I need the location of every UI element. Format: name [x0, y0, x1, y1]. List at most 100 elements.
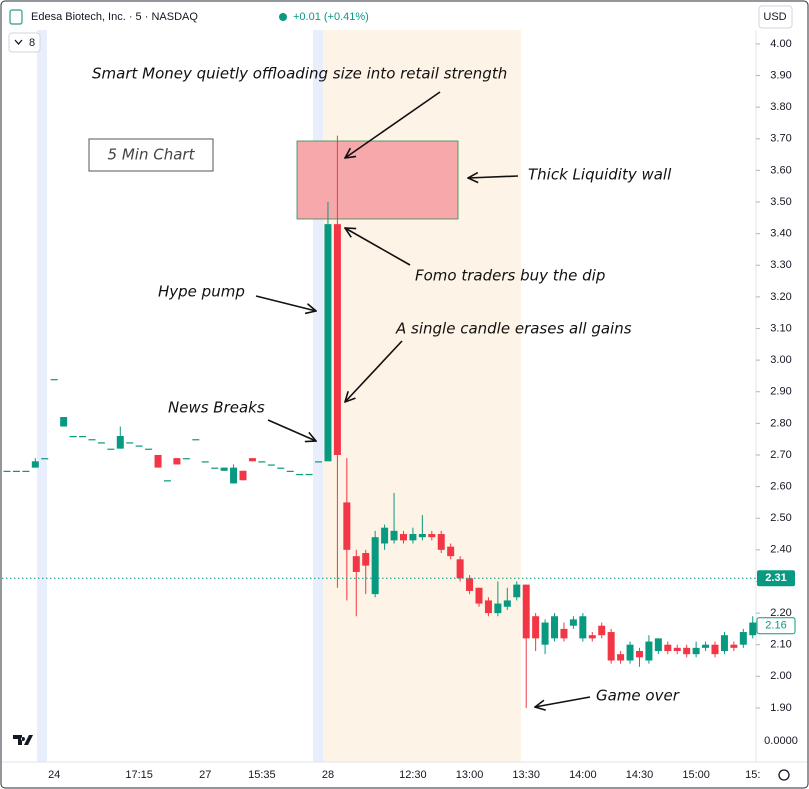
- y-tick-label: 3.30: [770, 259, 791, 271]
- candle-body: [513, 584, 521, 598]
- y-tick-label: 4.00: [770, 38, 791, 50]
- candle-body: [192, 439, 200, 441]
- candle-body: [182, 458, 190, 460]
- symbol-title[interactable]: Edesa Biotech, Inc. · 5 · NASDAQ: [31, 11, 198, 23]
- annotation: Thick Liquidity wall: [528, 166, 672, 184]
- candle-body: [409, 534, 417, 541]
- candle-body: [145, 448, 153, 450]
- candle-body: [296, 473, 304, 476]
- price-change: +0.01 (+0.41%): [293, 11, 369, 23]
- candle-body: [324, 224, 332, 462]
- candle-body: [381, 527, 389, 544]
- x-tick-label: 13:30: [512, 769, 540, 781]
- arrow: [345, 91, 441, 158]
- session-band: [323, 30, 521, 762]
- candle-body: [22, 470, 30, 472]
- candle-body: [683, 647, 691, 655]
- candle-body: [475, 587, 483, 604]
- y-tick-label: 3.20: [770, 291, 791, 303]
- indicator-badge[interactable]: [8, 32, 41, 53]
- candle-body: [654, 638, 662, 652]
- candle-body: [201, 461, 209, 463]
- candle-body: [333, 224, 341, 455]
- x-tick-label: 13:00: [456, 769, 484, 781]
- candle-body: [626, 644, 634, 661]
- candle-body: [135, 445, 143, 447]
- candle-body: [711, 644, 719, 655]
- y-tick-label: 3.90: [770, 69, 791, 81]
- x-tick-label: 12:30: [399, 769, 427, 781]
- candle-body: [31, 461, 39, 468]
- candle-body: [522, 584, 530, 639]
- x-tick-label: 24: [48, 769, 60, 781]
- candle-body: [107, 448, 115, 450]
- x-tick-label: 14:00: [569, 769, 597, 781]
- y-tick-label: 2.90: [770, 386, 791, 398]
- price-tag: [756, 617, 796, 635]
- annotation: A single candle erases all gains: [395, 320, 632, 338]
- candle-body: [579, 616, 587, 639]
- label-box: [88, 138, 214, 172]
- candle-body: [258, 461, 266, 463]
- candle-body: [352, 556, 360, 572]
- y-tick-label: 2.40: [770, 544, 791, 556]
- candle-body: [116, 435, 124, 449]
- y-tick-label: 2.70: [770, 449, 791, 461]
- annotation: Hype pump: [158, 283, 245, 301]
- candle-body: [437, 534, 445, 550]
- candle-body: [720, 635, 728, 652]
- arrow: [345, 228, 411, 266]
- candle-body: [418, 534, 426, 538]
- x-tick-label: 28: [322, 769, 334, 781]
- candle-body: [3, 470, 11, 472]
- candle-body: [466, 578, 474, 591]
- y-tick-label: 1.90: [770, 702, 791, 714]
- candle-body: [126, 442, 134, 444]
- x-tick-label: 15:00: [682, 769, 710, 781]
- candle-body: [248, 458, 256, 462]
- candle-body: [739, 632, 747, 645]
- y-tick-label: 2.80: [770, 417, 791, 429]
- annotation: Smart Money quietly offloading size into…: [92, 65, 507, 83]
- candle-body: [69, 435, 77, 438]
- candle-body: [362, 552, 370, 566]
- candle-body: [560, 628, 568, 639]
- y-tick-label: 2.50: [770, 512, 791, 524]
- x-tick-label: 27: [199, 769, 211, 781]
- y-tick-label: 3.70: [770, 133, 791, 145]
- symbol-logo: [9, 9, 23, 25]
- annotation: News Breaks: [168, 399, 265, 417]
- y-tick-label: 3.10: [770, 322, 791, 334]
- candle-body: [163, 480, 171, 482]
- candle-body: [88, 439, 96, 441]
- candle-body: [484, 600, 492, 614]
- settings-icon[interactable]: [778, 769, 790, 781]
- arrow: [267, 419, 316, 441]
- y-tick-label: 2.60: [770, 480, 791, 492]
- candle-body: [532, 616, 540, 639]
- y-tick-label: 3.50: [770, 196, 791, 208]
- candle-body: [343, 502, 351, 550]
- candle-body: [305, 473, 313, 476]
- currency-button[interactable]: [758, 5, 793, 29]
- x-tick-label: 14:30: [626, 769, 654, 781]
- candle-body: [428, 534, 436, 538]
- y-tick-label: 3.40: [770, 228, 791, 240]
- candle-body: [456, 559, 464, 579]
- arrow: [255, 295, 316, 311]
- badge-count[interactable]: 8: [29, 37, 35, 49]
- candle-body: [60, 417, 68, 427]
- candle-body: [730, 644, 738, 648]
- annotation: Fomo traders buy the dip: [415, 267, 605, 285]
- candle-body: [97, 442, 105, 444]
- candle-body: [749, 622, 757, 636]
- liquidity-zone: [296, 140, 459, 220]
- candle-body: [399, 534, 407, 541]
- scale-bottom-label: 0.0000: [764, 735, 798, 747]
- candle-body: [541, 622, 549, 645]
- currency[interactable]: USD: [763, 11, 786, 23]
- candle-body: [211, 467, 219, 469]
- candle-body: [598, 625, 606, 636]
- candle-body: [645, 641, 653, 661]
